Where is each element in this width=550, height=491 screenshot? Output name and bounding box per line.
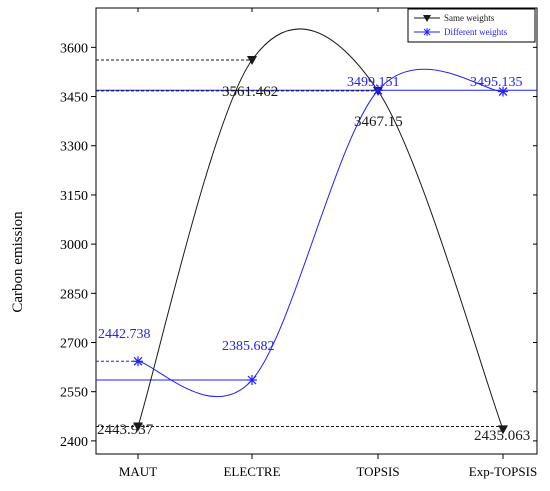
data-label: 3467.15 xyxy=(354,114,403,130)
series-line-same-weights xyxy=(137,28,504,430)
data-label: 3561.462 xyxy=(222,84,278,100)
y-tick-label: 2400 xyxy=(60,435,88,450)
y-tick-label: 3150 xyxy=(60,189,88,204)
legend-label: Different weights xyxy=(444,27,508,37)
asterisk-marker xyxy=(373,85,383,96)
asterisk-marker xyxy=(498,86,508,97)
y-tick-label: 2850 xyxy=(60,287,88,302)
legend-label: Same weights xyxy=(444,13,495,23)
y-tick-label: 3300 xyxy=(60,140,88,155)
x-tick-label: Exp-TOPSIS xyxy=(469,464,537,479)
data-labels: 2443.937 3561.462 3467.15 2435.063 2442.738 2… xyxy=(97,75,530,444)
y-tick-label: 2550 xyxy=(60,386,88,401)
y-tick-label: 3000 xyxy=(60,238,88,253)
reference-lines xyxy=(96,59,537,427)
x-tick-label: MAUT xyxy=(119,464,157,479)
legend-triangle-icon xyxy=(423,15,431,22)
data-label: 2442.738 xyxy=(98,327,151,342)
asterisk-marker xyxy=(133,356,143,367)
data-markers xyxy=(133,55,508,435)
axes: 2400 2550 2700 2850 3000 3150 3300 3450 3600 MAUT… xyxy=(60,7,538,479)
y-tick-label: 3450 xyxy=(60,91,88,106)
plot-frame xyxy=(95,7,538,455)
triangle-marker xyxy=(133,422,143,432)
data-label: 2435.063 xyxy=(474,428,530,444)
data-label: 3499.151 xyxy=(347,75,400,90)
data-label: 3495.135 xyxy=(470,75,523,90)
data-label: 2385.682 xyxy=(222,339,275,354)
y-tick-label: 2700 xyxy=(60,337,88,352)
asterisk-marker xyxy=(247,374,257,385)
triangle-marker xyxy=(247,55,257,65)
legend: Same weights Different weights xyxy=(407,8,536,43)
series-line-different-weights xyxy=(137,68,504,397)
legend-box xyxy=(407,8,536,43)
legend-asterisk-icon xyxy=(423,28,431,36)
data-label: 2443.937 xyxy=(97,422,154,438)
y-tick-label: 3600 xyxy=(60,41,88,56)
x-tick-label: TOPSIS xyxy=(356,464,399,479)
series-curves xyxy=(137,28,504,430)
x-tick-label: ELECTRE xyxy=(223,464,280,479)
y-axis-label: Carbon emission xyxy=(10,211,26,313)
triangle-marker xyxy=(498,425,508,435)
